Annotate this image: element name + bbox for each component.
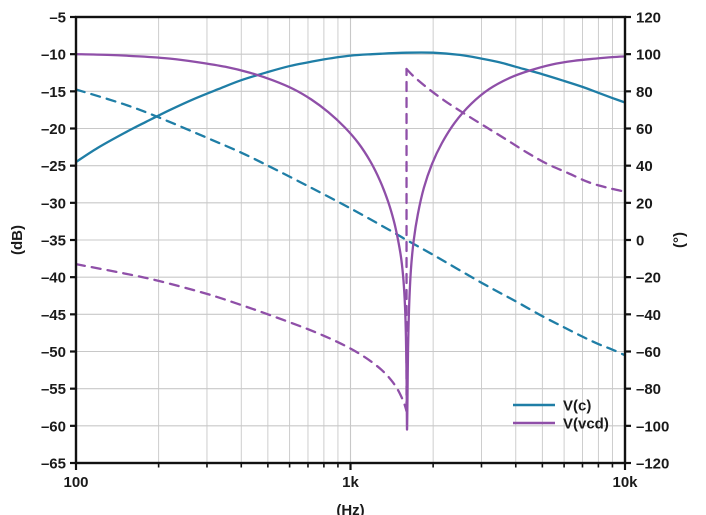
y-axis-label-left: –10 (41, 47, 66, 64)
axis-titles: (dB) (°) (Hz) (9, 225, 688, 515)
y-axis-label-left: –15 (41, 84, 66, 101)
y-axis-label-right: –80 (636, 381, 661, 398)
x-axis-label: 10k (612, 474, 638, 491)
y-axis-label-right: 60 (636, 121, 653, 138)
y-axis-label-left: –50 (41, 344, 66, 361)
y-axis-label-left: –45 (41, 307, 66, 324)
y-axis-label-left: –5 (49, 10, 66, 27)
grid-lines (75, 17, 625, 463)
y-axis-label-right: 80 (636, 84, 653, 101)
series-line-3 (75, 263, 408, 413)
legend-label-0: V(c) (563, 398, 591, 415)
y-axis-title-right: (°) (671, 232, 688, 248)
x-axis-title: (Hz) (336, 502, 364, 515)
x-axis-label: 1k (342, 474, 359, 491)
y-axis-label-right: 20 (636, 195, 653, 212)
y-axis-title-left: (dB) (9, 225, 26, 255)
y-axis-label-left: –40 (41, 270, 66, 287)
y-axis-label-left: –20 (41, 121, 66, 138)
series-line-1 (75, 88, 626, 357)
axis-ticks (70, 15, 631, 470)
y-axis-label-right: 40 (636, 158, 653, 175)
chart-legend: V(c)V(vcd) (513, 398, 609, 433)
y-axis-label-right: 100 (636, 47, 661, 64)
axis-tick-labels: –5 –10 –15 –20 –25 –30 –35 –40 –45 –50 –55 –60 –65 12… (41, 10, 669, 492)
clipped-series (75, 51, 626, 431)
y-axis-label-left: –30 (41, 195, 66, 212)
y-axis-label-right: 120 (636, 10, 661, 27)
y-axis-label-left: –65 (41, 456, 66, 473)
y-axis-label-right: –40 (636, 307, 661, 324)
y-axis-label-left: –60 (41, 418, 66, 435)
y-axis-label-right: –20 (636, 270, 661, 287)
series-line-4 (405, 67, 626, 193)
x-axis-label: 100 (63, 474, 88, 491)
y-axis-label-right: –60 (636, 344, 661, 361)
y-axis-label-right: 0 (636, 233, 644, 250)
y-axis-label-left: –25 (41, 158, 66, 175)
y-axis-label-left: –35 (41, 233, 66, 250)
data-series-layer (75, 51, 626, 431)
series-line-0 (75, 51, 626, 164)
y-axis-label-right: –120 (636, 456, 669, 473)
y-axis-label-right: –100 (636, 418, 669, 435)
legend-label-1: V(vcd) (563, 416, 609, 433)
y-axis-label-left: –55 (41, 381, 66, 398)
